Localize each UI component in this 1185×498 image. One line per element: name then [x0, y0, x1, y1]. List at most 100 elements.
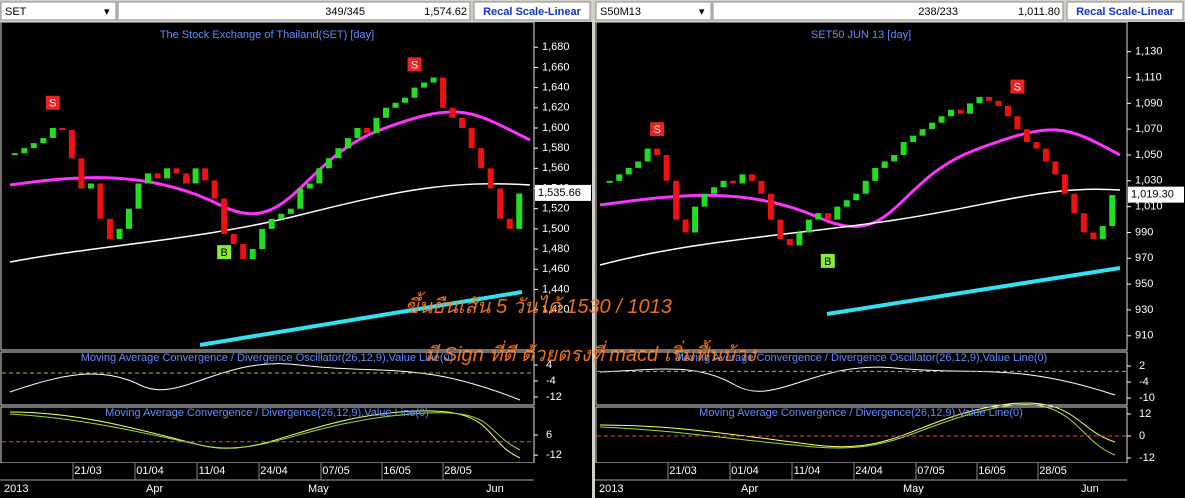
y-tick-label: 1,520: [542, 203, 570, 215]
candle: [1061, 174, 1068, 194]
signal-marker: [1010, 79, 1025, 94]
candle: [900, 142, 907, 156]
candle: [692, 206, 699, 233]
candle: [173, 168, 180, 174]
candle: [497, 188, 504, 219]
scale-button[interactable]: [1066, 1, 1184, 21]
candle: [49, 127, 56, 139]
last: 1,011.80: [1018, 6, 1060, 18]
y-tick-label: 1,010: [1135, 201, 1163, 213]
month-label: 2013: [599, 483, 623, 495]
signal-label: S: [1014, 81, 1021, 93]
candle: [382, 107, 389, 118]
candle: [1042, 148, 1049, 162]
y-tick-label: 1,600: [542, 122, 570, 134]
last-price-label: 1,535.66: [538, 187, 581, 199]
month-label: Apr: [146, 483, 163, 495]
candle: [1099, 226, 1106, 239]
month-label: May: [308, 483, 329, 495]
candle: [1090, 232, 1097, 239]
annotation: มี Sign ที่ดี ด้วยตรงที่ macd เริ่มฟื้นบ…: [425, 344, 756, 366]
candle: [230, 233, 237, 245]
y-tick-label: 1,560: [542, 162, 570, 174]
annotation: ขึ้นยืนเส้น 5 วันได้ 1530 / 1013: [405, 296, 672, 318]
candle: [30, 143, 37, 149]
y-tick-label: 910: [1135, 330, 1153, 342]
month-label: Jun: [486, 483, 504, 495]
y-tick-label: -4: [546, 375, 556, 387]
x-tick-label: 24/04: [855, 465, 883, 477]
y-tick-label: 1,110: [1135, 71, 1162, 83]
y-tick-label: 1,660: [542, 61, 570, 73]
candle: [711, 187, 718, 194]
candle: [786, 238, 793, 246]
candle: [221, 198, 228, 234]
x-tick-label: 07/05: [322, 465, 350, 477]
candle: [862, 180, 869, 194]
y-tick-label: 2: [1139, 360, 1145, 372]
bid-ask: 238/233: [918, 6, 958, 18]
candle: [392, 102, 399, 108]
signal-marker: [407, 57, 422, 72]
candle: [1071, 193, 1078, 214]
candle: [297, 188, 304, 209]
candle: [354, 127, 361, 139]
month-label: 2013: [4, 483, 28, 495]
x-tick-label: 07/05: [917, 465, 945, 477]
candle: [402, 97, 409, 103]
pane-frame: [595, 21, 1128, 351]
y-tick-label: 1,440: [542, 283, 570, 295]
candle: [449, 107, 456, 118]
candle: [87, 183, 94, 189]
scale-button-label[interactable]: Recal Scale-Linear: [483, 6, 582, 18]
candle: [805, 219, 812, 233]
y-tick-label: 1,130: [1135, 46, 1163, 58]
candle: [487, 168, 494, 189]
pane-frame: [0, 21, 535, 351]
candle: [125, 208, 132, 229]
candle: [59, 127, 66, 130]
last-price-tag: [1128, 186, 1184, 203]
y-tick-label: 950: [1135, 278, 1153, 290]
macd-title: Moving Average Convergence / Divergence(…: [699, 407, 1023, 419]
x-tick-label: 01/04: [136, 465, 164, 477]
signal-marker: [820, 253, 835, 268]
candle: [116, 228, 123, 239]
candle: [183, 173, 190, 184]
candle: [287, 208, 294, 214]
y-tick-label: 4: [546, 359, 552, 371]
x-tick-label: 21/03: [74, 465, 102, 477]
candle: [192, 168, 199, 184]
signal-label: S: [653, 124, 660, 136]
candle: [97, 183, 104, 219]
y-tick-label: 1,090: [1135, 97, 1163, 109]
candle: [268, 218, 275, 229]
candle: [411, 87, 418, 98]
x-tick-label: 16/05: [978, 465, 1006, 477]
toolbar: [117, 1, 471, 21]
y-tick-label: 1,480: [542, 243, 570, 255]
pane-frame: [595, 351, 1128, 406]
candle: [881, 161, 888, 168]
candle: [748, 174, 755, 181]
scale-button[interactable]: [473, 1, 591, 21]
chart-panel: SET ▾ 349/345 1,574.62 Recal Scale-Linear The…: [0, 1, 592, 498]
candle: [995, 100, 1002, 106]
y-tick-label: 1,070: [1135, 123, 1163, 135]
candle: [478, 148, 485, 169]
scale-button-label[interactable]: Recal Scale-Linear: [1076, 6, 1175, 18]
macd-title: Moving Average Convergence / Divergence(…: [105, 407, 429, 419]
candle: [211, 180, 218, 199]
candle: [891, 155, 898, 162]
candle: [834, 206, 841, 220]
signal-marker: [45, 95, 60, 110]
candle: [948, 109, 955, 117]
candle: [249, 249, 256, 260]
x-tick-label: 16/05: [383, 465, 411, 477]
candle: [468, 127, 475, 149]
chart-title: SET50 JUN 13 [day]: [811, 29, 911, 41]
candle: [40, 138, 47, 144]
candle: [335, 148, 342, 159]
candle: [853, 193, 860, 201]
